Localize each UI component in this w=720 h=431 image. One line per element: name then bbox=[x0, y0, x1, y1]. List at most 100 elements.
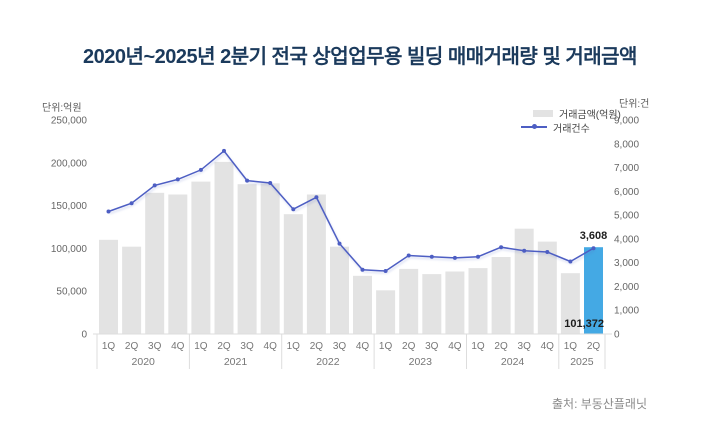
legend-line-swatch bbox=[521, 124, 547, 129]
x-axis-year-label: 2021 bbox=[224, 356, 248, 368]
right-axis-tick: 6,000 bbox=[614, 187, 639, 198]
line-point-9 bbox=[291, 207, 296, 212]
right-axis-tick: 9,000 bbox=[614, 116, 639, 127]
line-point-22 bbox=[591, 246, 596, 251]
line-point-17 bbox=[476, 254, 480, 259]
bar-2021-1Q bbox=[191, 181, 211, 334]
x-axis-quarter-label: 4Q bbox=[541, 341, 555, 352]
left-axis-tick: 150,000 bbox=[51, 201, 88, 212]
bar-2020-1Q bbox=[99, 239, 118, 334]
line-point-8 bbox=[268, 181, 273, 185]
right-axis-tick: 5,000 bbox=[614, 211, 639, 222]
x-axis-quarter-label: 3Q bbox=[333, 341, 347, 352]
line-point-10 bbox=[314, 195, 319, 200]
x-axis-quarter-label: 3Q bbox=[240, 341, 254, 352]
x-axis-quarter-label: 4Q bbox=[356, 341, 370, 352]
bar-2023-1Q bbox=[376, 290, 396, 334]
legend: 거래금액(억원) 거래건수 bbox=[521, 108, 621, 135]
x-axis-quarter-label: 3Q bbox=[148, 341, 162, 352]
line-point-11 bbox=[337, 241, 342, 246]
bar-2020-2Q bbox=[122, 246, 142, 334]
line-point-16 bbox=[452, 255, 457, 260]
line-point-5 bbox=[198, 167, 203, 172]
transaction-count-line bbox=[108, 149, 594, 272]
bar-2020-4Q bbox=[168, 194, 188, 334]
line-point-13 bbox=[383, 269, 388, 273]
legend-line-marker-icon bbox=[532, 124, 537, 129]
x-axis-quarter-label: 2Q bbox=[217, 341, 231, 352]
right-axis-tick: 1,000 bbox=[614, 306, 639, 317]
x-axis-quarter-label: 4Q bbox=[264, 341, 278, 352]
line-point-18 bbox=[499, 245, 504, 250]
x-axis-quarter-label: 1Q bbox=[102, 341, 116, 352]
legend-amount-label: 거래금액(억원) bbox=[559, 109, 621, 121]
line-point-19 bbox=[522, 248, 527, 253]
bar-2021-3Q bbox=[237, 184, 257, 334]
line-point-6 bbox=[222, 148, 226, 153]
x-axis-quarter-label: 2Q bbox=[310, 341, 324, 352]
x-axis-quarter-label: 1Q bbox=[564, 341, 578, 352]
legend-count-label: 거래건수 bbox=[553, 123, 590, 135]
bar-2022-3Q bbox=[330, 246, 349, 334]
right-axis-tick: 4,000 bbox=[614, 234, 639, 245]
left-axis-unit-label: 단위:억원 bbox=[42, 103, 82, 114]
line-point-14 bbox=[406, 253, 411, 258]
annotation-line-value: 3,608 bbox=[580, 230, 608, 242]
line-point-1 bbox=[106, 209, 111, 214]
right-axis-tick: 8,000 bbox=[614, 139, 639, 150]
source-label: 출처: 부동산플래닛 bbox=[552, 397, 647, 411]
left-axis-tick: 200,000 bbox=[51, 158, 88, 169]
x-axis-quarter-label: 1Q bbox=[287, 341, 301, 352]
bar-2025-1Q bbox=[560, 273, 580, 334]
right-axis-tick: 3,000 bbox=[614, 258, 639, 269]
x-axis-quarter-label: 2Q bbox=[587, 341, 601, 352]
bar-2023-4Q bbox=[445, 271, 465, 334]
x-axis-quarter-label: 1Q bbox=[379, 341, 393, 352]
x-axis-year-label: 2025 bbox=[570, 356, 594, 368]
x-axis-quarter-label: 1Q bbox=[194, 341, 208, 352]
bar-2021-4Q bbox=[260, 183, 280, 334]
x-axis-quarter-label: 4Q bbox=[448, 341, 462, 352]
annotation-bar-value: 101,372 bbox=[564, 318, 604, 330]
bar-2024-4Q bbox=[537, 241, 557, 334]
right-axis-unit-label: 단위:건 bbox=[619, 99, 650, 110]
bar-2024-3Q bbox=[514, 228, 534, 334]
line-point-4 bbox=[175, 177, 180, 182]
bar-2021-2Q bbox=[214, 161, 234, 334]
bar-2022-1Q bbox=[283, 214, 303, 334]
x-axis-quarter-label: 1Q bbox=[471, 341, 485, 352]
legend-bar-swatch bbox=[533, 109, 553, 117]
right-axis-tick: 0 bbox=[614, 330, 620, 341]
line-point-2 bbox=[129, 201, 134, 206]
right-axis-tick: 7,000 bbox=[614, 163, 639, 174]
left-axis-tick: 0 bbox=[81, 330, 87, 341]
x-axis-quarter-label: 3Q bbox=[518, 341, 532, 352]
left-axis-tick: 50,000 bbox=[56, 287, 87, 298]
x-axis-quarter-label: 2Q bbox=[402, 341, 416, 352]
bar-2024-1Q bbox=[468, 268, 488, 334]
line-point-15 bbox=[429, 254, 434, 259]
right-axis-tick: 2,000 bbox=[614, 282, 639, 293]
x-axis-year-label: 2023 bbox=[409, 356, 433, 368]
bar-2022-2Q bbox=[306, 194, 326, 334]
bar-2025-2Q bbox=[584, 247, 603, 334]
x-axis-year-label: 2022 bbox=[316, 356, 340, 368]
line-point-12 bbox=[360, 267, 365, 272]
bar-2022-4Q bbox=[353, 275, 372, 334]
line-point-3 bbox=[152, 183, 157, 188]
bar-2023-3Q bbox=[422, 274, 442, 334]
legend-item-count: 거래건수 bbox=[521, 122, 621, 135]
x-axis-year-label: 2024 bbox=[501, 356, 525, 368]
left-axis-tick: 250,000 bbox=[51, 116, 88, 127]
x-axis-quarter-label: 2Q bbox=[125, 341, 139, 352]
legend-item-amount: 거래금액(억원) bbox=[521, 108, 621, 121]
x-axis-year-label: 2020 bbox=[132, 356, 156, 368]
line-point-20 bbox=[545, 250, 550, 254]
bar-2020-3Q bbox=[145, 192, 165, 334]
bar-2023-2Q bbox=[399, 268, 419, 334]
page-title: 2020년~2025년 2분기 전국 상업업무용 빌딩 매매거래량 및 거래금액 bbox=[83, 46, 637, 68]
left-axis-tick: 100,000 bbox=[51, 244, 88, 255]
x-axis-quarter-label: 3Q bbox=[425, 341, 439, 352]
line-point-21 bbox=[568, 259, 573, 264]
bar-2024-2Q bbox=[491, 257, 511, 334]
